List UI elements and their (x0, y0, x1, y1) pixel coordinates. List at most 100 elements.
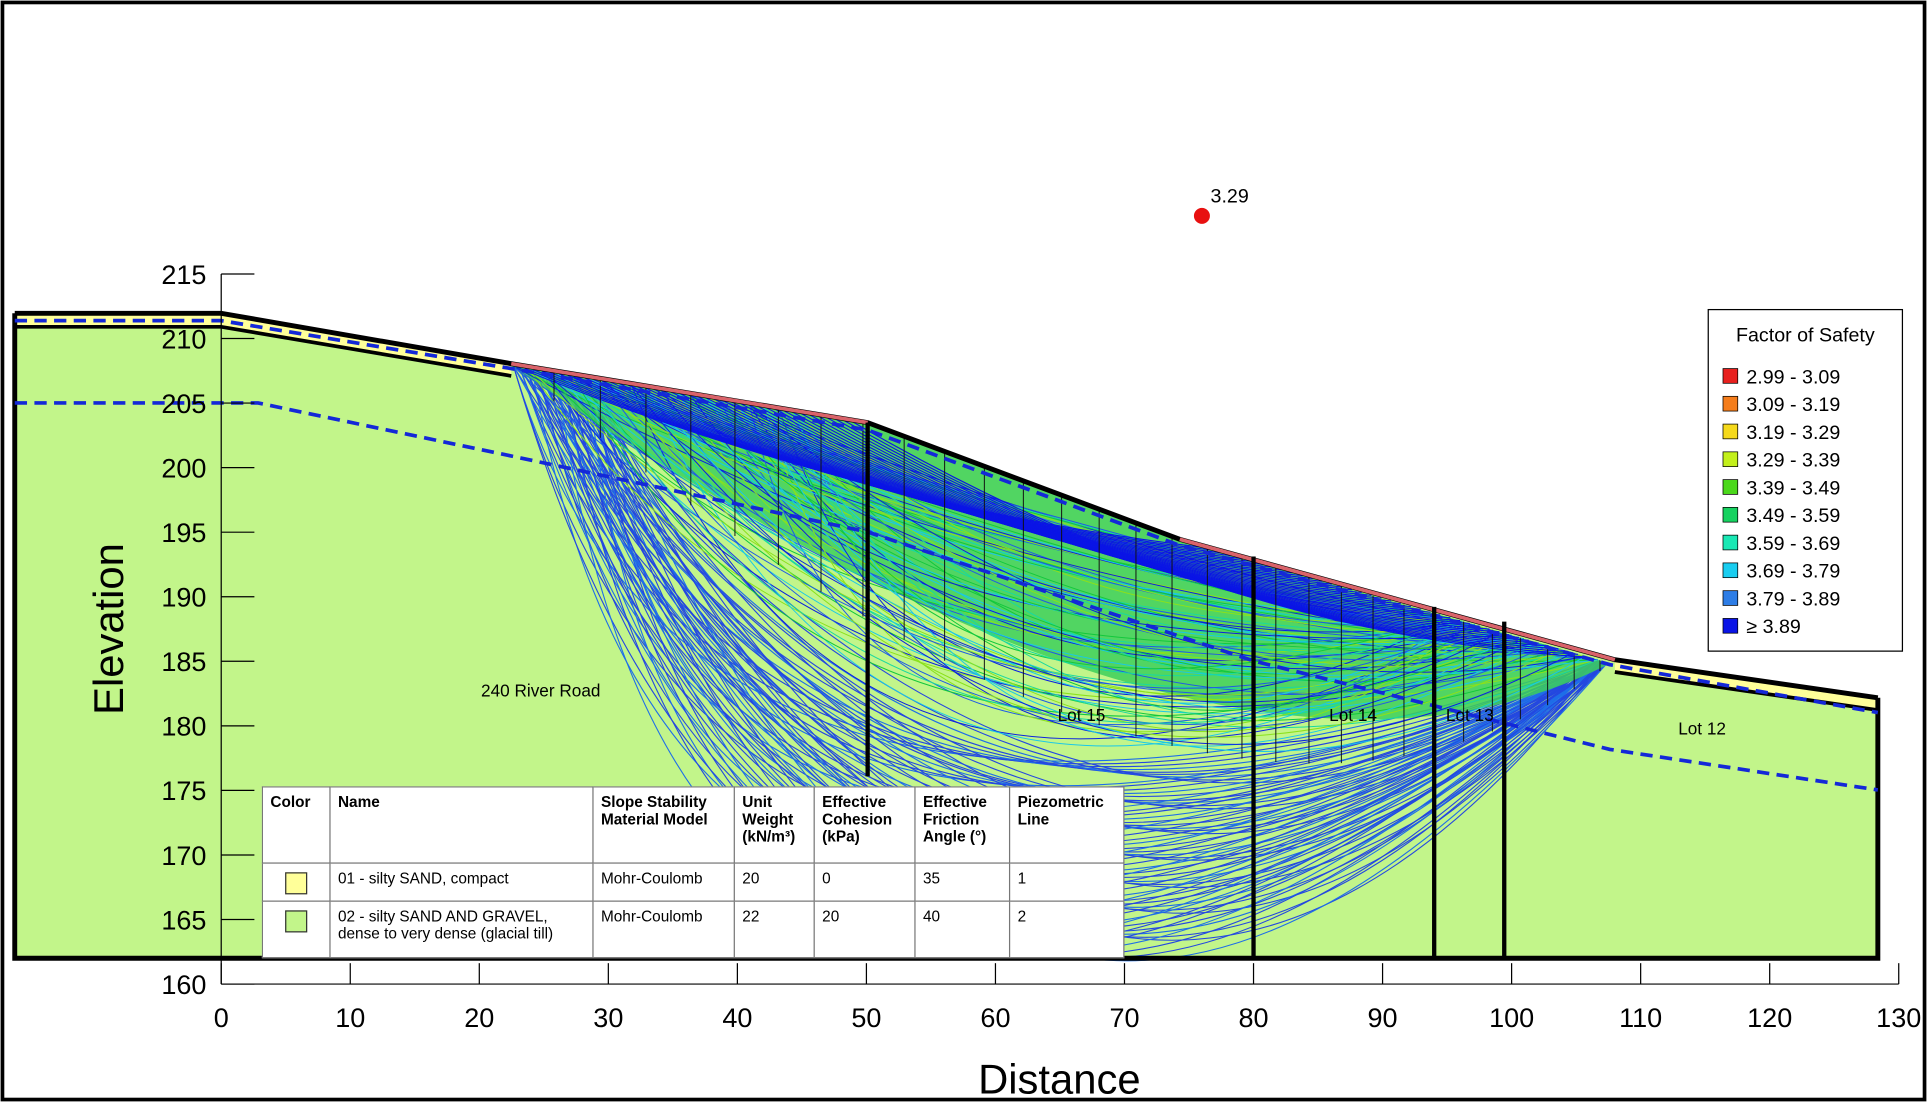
x-tick-label: 70 (1109, 1003, 1139, 1033)
y-tick-label: 200 (161, 453, 206, 483)
legend-label: 3.19 - 3.29 (1746, 422, 1840, 444)
table-header: Effective Friction Angle (°) (914, 786, 1011, 864)
slip-surface (587, 378, 1525, 663)
critical-center (1193, 207, 1210, 224)
slip-surface (587, 378, 1537, 724)
material-color-swatch (285, 910, 308, 933)
slip-surface (734, 401, 1574, 667)
materials-table: Color Name Slope Stability Material Model U… (261, 786, 1125, 959)
legend-swatch (1722, 534, 1739, 551)
x-tick-label: 20 (464, 1003, 494, 1033)
table-cell: 2 (1008, 900, 1125, 959)
slip-surface (793, 411, 1463, 677)
slip-surfaces (511, 366, 1610, 962)
slip-limit (510, 361, 868, 425)
legend-label: 3.79 - 3.89 (1746, 588, 1840, 610)
legend-swatch (1722, 423, 1739, 440)
legend-swatch (1722, 451, 1739, 467)
model-boundary (12, 313, 1881, 961)
slip-surface (519, 367, 1598, 804)
slip-surface (749, 404, 1500, 726)
slip-surface (572, 375, 1586, 722)
slip-surface (719, 399, 1476, 711)
table-cell: Mohr-Coulomb (592, 900, 735, 959)
legend-label: 2.99 - 3.09 (1746, 366, 1840, 388)
table-header: Unit Weight (kN/m³) (733, 786, 815, 864)
x-tick-label: 90 (1368, 1003, 1398, 1033)
table-cell: Mohr-Coulomb (592, 862, 735, 902)
table-cell: 0 (813, 862, 916, 902)
y-axis-title: Elevation (85, 543, 132, 715)
x-tick-label: 80 (1238, 1003, 1268, 1033)
slip-surface (690, 394, 1451, 697)
table-row: 01 - silty SAND, compact Mohr-Coulomb 20 0 3… (261, 862, 1125, 902)
slip-surface (542, 370, 1488, 645)
slip-surface (690, 394, 1537, 650)
table-cell: 40 (914, 900, 1011, 959)
table-header: Effective Cohesion (kPa) (813, 786, 916, 864)
slip-surface (734, 402, 1488, 719)
legend-swatch (1722, 368, 1739, 384)
table-cell: 35 (914, 862, 1011, 902)
slip-surface (660, 390, 1512, 639)
table-header: Name (329, 786, 594, 864)
x-tick-label: 10 (335, 1003, 365, 1033)
materials-table-wrap: Color Name Slope Stability Material ModelU… (261, 786, 1125, 959)
region-label: Lot 14 (1329, 705, 1377, 725)
slip-surface (705, 397, 1463, 704)
slip-surface (778, 409, 1451, 670)
table-header: Color (261, 786, 331, 864)
table-cell: 1 (1008, 862, 1125, 902)
x-tick-label: 50 (851, 1003, 881, 1033)
slip-surface (513, 366, 1463, 633)
legend-title: Factor of Safety (1736, 325, 1875, 347)
table-cell: 01 - silty SAND, compact (329, 862, 594, 902)
y-tick-label: 215 (161, 260, 206, 290)
y-tick-label: 185 (161, 647, 206, 677)
y-tick-label: 170 (161, 841, 206, 871)
slip-surface (528, 368, 1475, 639)
table-cell: 20 (733, 862, 815, 902)
slip-surface (587, 378, 1598, 729)
slip-surface (645, 387, 1488, 747)
property-lines (865, 422, 1507, 959)
slip-surface (574, 376, 1598, 789)
table-header-row: Color Name Slope Stability Material Model U… (261, 786, 1125, 864)
x-tick-label: 60 (980, 1003, 1010, 1033)
region-label: Lot 12 (1678, 719, 1726, 739)
x-tick-label: 40 (722, 1003, 752, 1033)
y-tick-label: 205 (161, 389, 206, 419)
y-tick-label: 165 (161, 905, 206, 935)
x-tick-label: 110 (1619, 1003, 1662, 1033)
legend-label: 3.39 - 3.49 (1746, 477, 1840, 499)
table-cell: 02 - silty SAND AND GRAVEL, dense to ver… (329, 900, 594, 959)
slip-surface (763, 406, 1512, 733)
legend-label: 3.49 - 3.59 (1746, 505, 1840, 527)
slip-surface (550, 372, 1601, 778)
legend-swatch (1722, 562, 1739, 579)
slip-surface (601, 380, 1549, 731)
x-tick-label: 30 (593, 1003, 623, 1033)
legend-label: ≥ 3.89 (1746, 616, 1800, 638)
slip-surface (616, 382, 1561, 738)
slip-surface (631, 385, 1574, 745)
slip-surface (572, 375, 1525, 717)
table-cell (261, 900, 331, 959)
slip-surface (851, 420, 1588, 658)
legend-swatch (1722, 618, 1739, 634)
material-color-swatch (285, 872, 308, 895)
legend-label: 3.09 - 3.19 (1746, 394, 1840, 416)
x-tick-label: 130 (1876, 1003, 1921, 1033)
y-tick-label: 195 (161, 518, 206, 548)
table-header: Piezometric Line (1008, 786, 1125, 864)
table-row: 02 - silty SAND AND GRAVEL, dense to ver… (261, 900, 1125, 959)
x-tick-label: 0 (214, 1003, 229, 1033)
table-cell: 22 (733, 900, 815, 959)
x-tick-label: 120 (1747, 1003, 1792, 1033)
table-cell (261, 862, 331, 902)
legend-label: 3.69 - 3.79 (1746, 561, 1840, 583)
y-tick-label: 190 (161, 583, 206, 613)
critical-fos-label: 3.29 (1211, 185, 1249, 207)
